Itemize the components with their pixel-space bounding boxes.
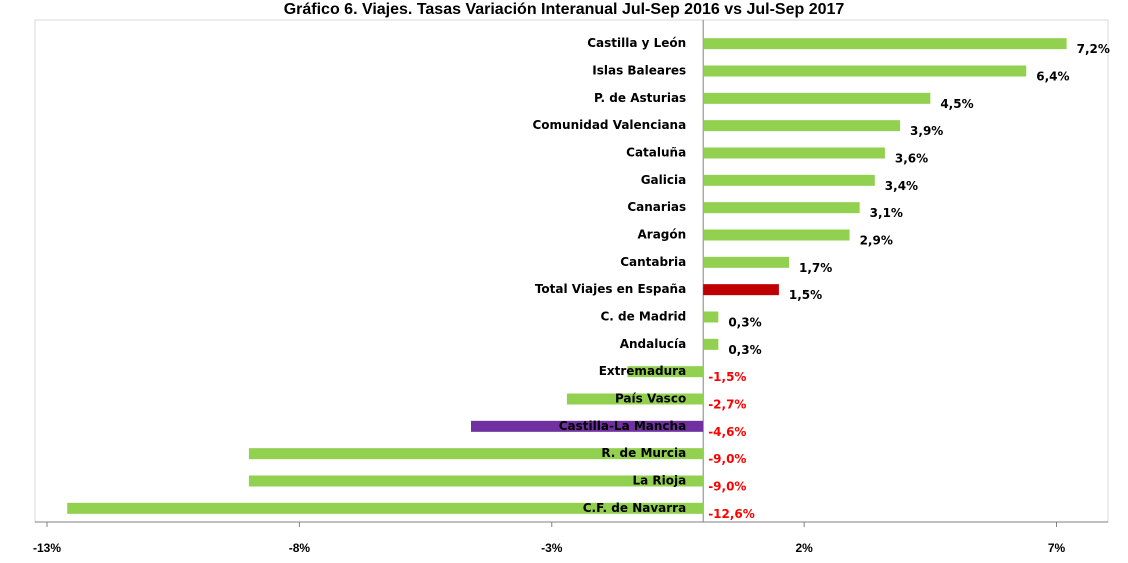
x-tick-label: -13% — [33, 541, 61, 555]
bar — [703, 65, 1027, 77]
value-label: 0,3% — [728, 343, 761, 357]
category-label: Galicia — [641, 173, 687, 187]
bar — [248, 448, 704, 460]
x-tick-label: -8% — [289, 541, 311, 555]
bar — [703, 229, 850, 241]
value-label: 7,2% — [1077, 42, 1110, 56]
category-label: País Vasco — [615, 392, 686, 406]
value-label: 4,5% — [940, 97, 973, 111]
category-label: Canarias — [627, 200, 686, 214]
category-label: Andalucía — [620, 337, 687, 351]
value-label: 2,9% — [860, 234, 893, 248]
x-tick-label: 7% — [1048, 541, 1066, 555]
bar — [703, 202, 860, 214]
chart-title: Gráfico 6. Viajes. Tasas Variación Inter… — [284, 1, 845, 18]
category-label: Aragón — [638, 228, 687, 242]
value-label: 6,4% — [1036, 70, 1069, 84]
category-label: Extremadura — [599, 364, 686, 378]
value-label: 3,6% — [895, 152, 928, 166]
category-label: Islas Baleares — [592, 64, 686, 78]
value-label: -1,5% — [708, 370, 746, 384]
bar — [703, 120, 901, 132]
category-label: Comunidad Valenciana — [532, 118, 686, 132]
bar — [703, 256, 789, 268]
value-label: -12,6% — [708, 507, 755, 521]
bar — [67, 502, 704, 514]
bar — [703, 311, 719, 323]
value-label: -2,7% — [708, 398, 746, 412]
category-label: R. de Murcia — [601, 446, 686, 460]
value-label: -9,0% — [708, 452, 746, 466]
value-label: 1,7% — [799, 261, 832, 275]
bar — [703, 174, 875, 186]
value-label: 0,3% — [728, 316, 761, 330]
category-label: P. de Asturias — [594, 91, 686, 105]
value-label: -9,0% — [708, 480, 746, 494]
category-label: Castilla-La Mancha — [559, 419, 686, 433]
x-tick-label: 2% — [795, 541, 813, 555]
value-label: -4,6% — [708, 425, 746, 439]
plot-frame — [34, 19, 1109, 523]
category-label: Cataluña — [626, 146, 686, 160]
category-label: C.F. de Navarra — [583, 501, 686, 515]
bar — [703, 38, 1067, 50]
bar — [471, 420, 704, 432]
category-label: Castilla y León — [587, 36, 686, 50]
bar — [703, 284, 779, 296]
category-label: C. de Madrid — [600, 310, 686, 324]
bar — [703, 147, 885, 159]
value-label: 3,4% — [885, 179, 918, 193]
category-label: Cantabria — [620, 255, 686, 269]
bar — [248, 475, 704, 487]
bar — [703, 92, 931, 104]
value-label: 3,9% — [910, 124, 943, 138]
bar — [566, 393, 704, 405]
bar — [703, 338, 719, 350]
category-label: La Rioja — [632, 474, 686, 488]
bar — [627, 366, 704, 378]
category-label: Total Viajes en España — [535, 282, 686, 296]
x-tick-label: -3% — [541, 541, 563, 555]
value-label: 3,1% — [870, 206, 903, 220]
value-label: 1,5% — [789, 288, 822, 302]
